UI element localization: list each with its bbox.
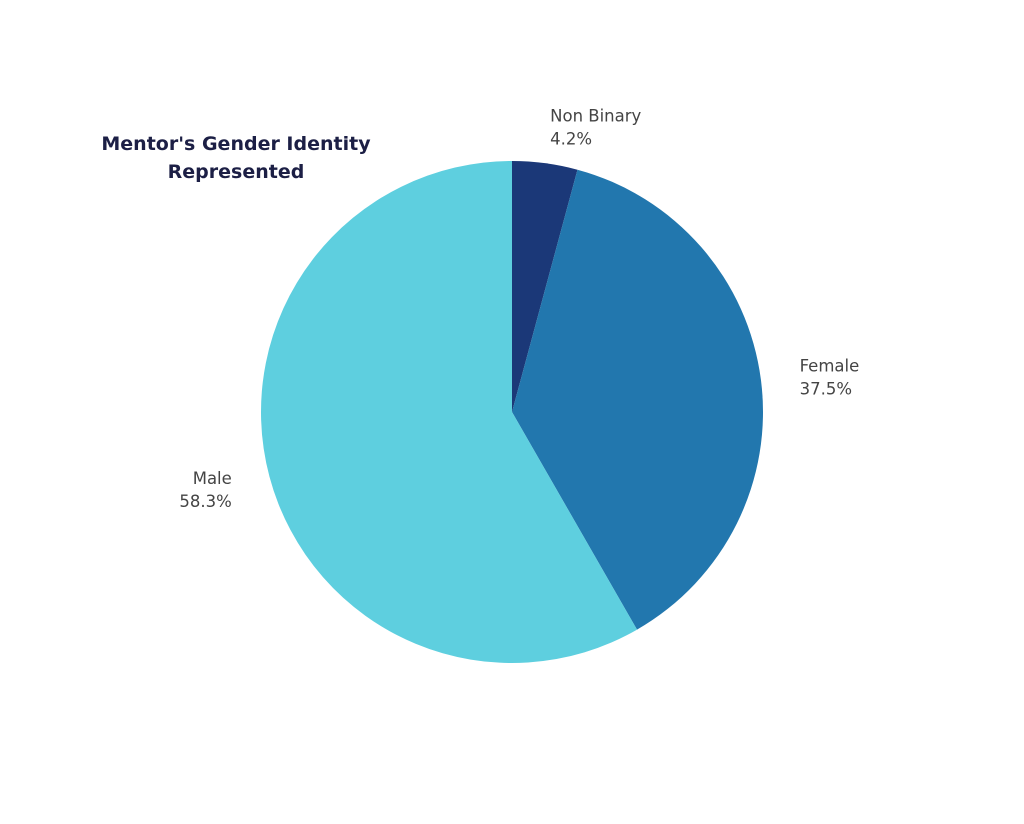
chart-title: Mentor's Gender Identity Represented: [101, 133, 371, 183]
pie-slice-male: [261, 161, 638, 664]
slice-label-female: Female: [800, 357, 860, 376]
pie-slice-female: [512, 169, 764, 630]
slice-label-non-binary: Non Binary: [550, 107, 641, 126]
slice-value-non-binary: 4.2%: [550, 130, 592, 149]
pie-slice-non-binary: [512, 161, 578, 412]
slice-value-male: 58.3%: [179, 492, 231, 511]
slice-value-female: 37.5%: [800, 380, 852, 399]
slice-label-male: Male: [193, 469, 232, 488]
